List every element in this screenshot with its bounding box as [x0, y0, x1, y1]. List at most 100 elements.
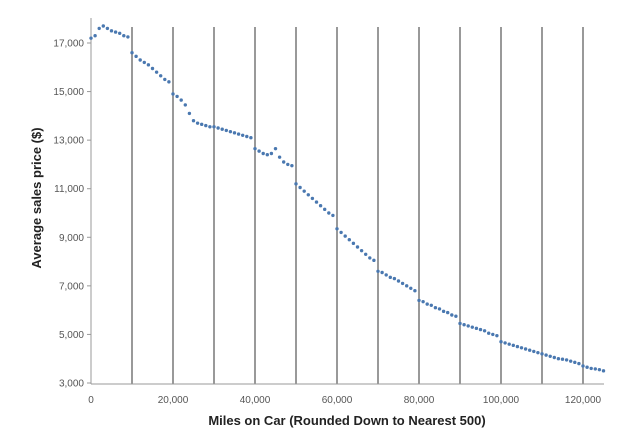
- data-point: [286, 162, 290, 167]
- data-point: [556, 357, 561, 361]
- data-point: [261, 151, 265, 156]
- data-point: [302, 189, 306, 193]
- data-point: [511, 343, 515, 348]
- x-tick-label: 0: [88, 395, 94, 406]
- data-point: [450, 313, 454, 317]
- data-point: [306, 193, 310, 197]
- data-point: [331, 213, 335, 218]
- data-point: [519, 346, 524, 350]
- data-point: [437, 307, 442, 311]
- x-tick-label: 60,000: [322, 395, 353, 406]
- data-point: [515, 344, 520, 349]
- data-point: [347, 238, 351, 242]
- data-point: [183, 103, 187, 107]
- x-tick-label: 100,000: [483, 395, 520, 406]
- data-point: [573, 360, 577, 365]
- data-point: [163, 77, 167, 82]
- data-point: [159, 74, 163, 78]
- data-point: [298, 185, 302, 190]
- data-point: [466, 324, 470, 328]
- data-point: [179, 98, 183, 102]
- data-point: [216, 126, 220, 130]
- data-point: [208, 125, 212, 129]
- data-point: [265, 153, 269, 157]
- data-point: [146, 63, 151, 67]
- data-point: [191, 119, 196, 123]
- data-point: [327, 211, 331, 215]
- data-point: [589, 366, 593, 371]
- data-point: [113, 30, 118, 34]
- data-point: [380, 270, 384, 275]
- data-point: [257, 149, 261, 153]
- data-point: [454, 314, 458, 318]
- reference-lines: [131, 27, 584, 384]
- data-point: [323, 207, 327, 212]
- data-point: [487, 331, 491, 335]
- data-point: [273, 146, 278, 151]
- data-point: [249, 136, 253, 140]
- data-point: [171, 92, 175, 96]
- data-point: [523, 347, 528, 351]
- data-point: [232, 131, 237, 135]
- data-point: [458, 321, 462, 326]
- data-point: [441, 309, 446, 314]
- data-point: [392, 276, 397, 281]
- x-tick-label: 80,000: [404, 395, 435, 406]
- data-point: [417, 298, 421, 303]
- data-point: [368, 256, 372, 260]
- data-point: [503, 341, 507, 345]
- data-points: [89, 24, 606, 373]
- x-tick-labels: 0 20,000 40,000 60,000 80,000 100,000 120,000: [88, 395, 601, 406]
- data-point: [462, 323, 466, 327]
- data-point: [167, 80, 171, 84]
- data-point: [282, 160, 286, 164]
- data-point: [536, 350, 540, 355]
- data-point: [532, 349, 536, 354]
- x-tick-label: 120,000: [565, 395, 602, 406]
- data-point: [564, 358, 569, 362]
- data-point: [474, 326, 479, 331]
- data-point: [142, 60, 146, 65]
- y-tick-label: 9,000: [59, 233, 84, 244]
- data-point: [351, 241, 356, 246]
- data-point: [364, 252, 368, 256]
- data-point: [470, 325, 474, 329]
- data-point: [204, 123, 208, 128]
- y-tick-label: 7,000: [59, 281, 84, 292]
- data-point: [507, 342, 511, 346]
- data-point: [339, 230, 343, 235]
- data-point: [552, 355, 556, 360]
- data-point: [569, 359, 573, 363]
- data-point: [175, 94, 179, 99]
- x-axis-label: Miles on Car (Rounded Down to Nearest 50…: [208, 413, 485, 428]
- data-point: [236, 132, 241, 136]
- data-point: [200, 122, 204, 127]
- data-point: [528, 348, 532, 352]
- data-point: [577, 361, 581, 366]
- data-point: [154, 70, 159, 74]
- data-point: [491, 332, 495, 337]
- data-point: [499, 340, 503, 344]
- data-point: [220, 127, 224, 131]
- data-point: [593, 367, 597, 371]
- data-point: [548, 354, 552, 358]
- data-point: [446, 310, 450, 315]
- data-point: [187, 111, 192, 116]
- data-point: [388, 275, 392, 280]
- data-point: [89, 36, 93, 40]
- data-point: [478, 327, 483, 332]
- data-point: [130, 51, 134, 55]
- data-point: [138, 58, 142, 62]
- data-point: [122, 34, 126, 38]
- data-point: [253, 146, 257, 151]
- data-point: [597, 367, 602, 372]
- y-tick-label: 3,000: [59, 379, 84, 390]
- data-point: [421, 299, 425, 304]
- data-point: [544, 353, 548, 357]
- data-point: [195, 121, 200, 125]
- data-point: [290, 163, 294, 168]
- data-point: [97, 26, 101, 31]
- data-point: [400, 281, 405, 286]
- y-tick-label: 11,000: [54, 184, 84, 195]
